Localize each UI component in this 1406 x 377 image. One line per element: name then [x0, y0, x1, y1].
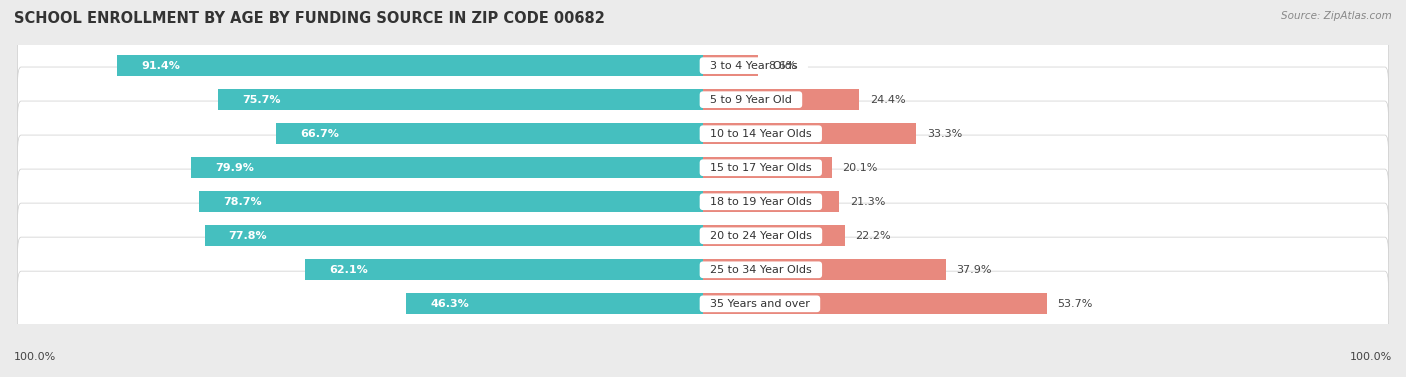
Text: 20 to 24 Year Olds: 20 to 24 Year Olds: [703, 231, 818, 241]
Text: 25 to 34 Year Olds: 25 to 34 Year Olds: [703, 265, 818, 275]
Text: 22.2%: 22.2%: [856, 231, 891, 241]
Text: 21.3%: 21.3%: [849, 197, 886, 207]
FancyBboxPatch shape: [17, 33, 1389, 98]
Text: 3 to 4 Year Olds: 3 to 4 Year Olds: [703, 61, 804, 70]
Text: 75.7%: 75.7%: [242, 95, 281, 105]
FancyBboxPatch shape: [17, 237, 1389, 302]
FancyBboxPatch shape: [17, 271, 1389, 336]
FancyBboxPatch shape: [17, 203, 1389, 268]
Bar: [191, 157, 703, 178]
Bar: [703, 293, 1047, 314]
FancyBboxPatch shape: [17, 135, 1389, 201]
Bar: [703, 259, 946, 280]
Bar: [703, 225, 845, 246]
FancyBboxPatch shape: [17, 169, 1389, 234]
Bar: [276, 123, 703, 144]
Bar: [406, 293, 703, 314]
Text: SCHOOL ENROLLMENT BY AGE BY FUNDING SOURCE IN ZIP CODE 00682: SCHOOL ENROLLMENT BY AGE BY FUNDING SOUR…: [14, 11, 605, 26]
Bar: [703, 89, 859, 110]
Text: 66.7%: 66.7%: [299, 129, 339, 139]
Text: 5 to 9 Year Old: 5 to 9 Year Old: [703, 95, 799, 105]
Text: 15 to 17 Year Olds: 15 to 17 Year Olds: [703, 163, 818, 173]
FancyBboxPatch shape: [17, 101, 1389, 166]
Text: 79.9%: 79.9%: [215, 163, 254, 173]
Text: 33.3%: 33.3%: [927, 129, 962, 139]
Text: 91.4%: 91.4%: [142, 61, 180, 70]
Text: 8.6%: 8.6%: [769, 61, 797, 70]
Bar: [703, 191, 839, 212]
Bar: [198, 191, 703, 212]
Text: 53.7%: 53.7%: [1057, 299, 1092, 309]
Text: 100.0%: 100.0%: [14, 352, 56, 362]
Bar: [703, 55, 758, 76]
Bar: [218, 89, 703, 110]
Text: 35 Years and over: 35 Years and over: [703, 299, 817, 309]
Text: Source: ZipAtlas.com: Source: ZipAtlas.com: [1281, 11, 1392, 21]
Text: 10 to 14 Year Olds: 10 to 14 Year Olds: [703, 129, 818, 139]
Legend: Public School, Private School: Public School, Private School: [592, 374, 814, 377]
Text: 62.1%: 62.1%: [329, 265, 368, 275]
Text: 37.9%: 37.9%: [956, 265, 991, 275]
Text: 20.1%: 20.1%: [842, 163, 877, 173]
Bar: [703, 123, 917, 144]
Text: 18 to 19 Year Olds: 18 to 19 Year Olds: [703, 197, 818, 207]
Bar: [305, 259, 703, 280]
Text: 78.7%: 78.7%: [224, 197, 262, 207]
Bar: [117, 55, 703, 76]
Bar: [204, 225, 703, 246]
Text: 77.8%: 77.8%: [229, 231, 267, 241]
Bar: [703, 157, 832, 178]
Text: 46.3%: 46.3%: [430, 299, 470, 309]
Text: 24.4%: 24.4%: [870, 95, 905, 105]
FancyBboxPatch shape: [17, 67, 1389, 132]
Text: 100.0%: 100.0%: [1350, 352, 1392, 362]
